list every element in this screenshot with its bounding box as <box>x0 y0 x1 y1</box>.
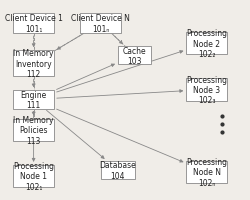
Text: Processing
Node 3
102₃: Processing Node 3 102₃ <box>186 75 227 105</box>
FancyBboxPatch shape <box>13 119 54 141</box>
FancyBboxPatch shape <box>186 161 227 183</box>
Text: Client Device 1
101₁: Client Device 1 101₁ <box>5 14 62 34</box>
FancyBboxPatch shape <box>13 14 54 34</box>
FancyBboxPatch shape <box>13 51 54 77</box>
Text: Database
104: Database 104 <box>100 160 136 180</box>
FancyBboxPatch shape <box>13 91 54 109</box>
Text: In Memory
Policies
113: In Memory Policies 113 <box>13 115 54 145</box>
Text: Client Device N
101ₙ: Client Device N 101ₙ <box>72 14 130 34</box>
Text: Processing
Node 2
102₂: Processing Node 2 102₂ <box>186 29 227 59</box>
Text: Engine
111: Engine 111 <box>20 90 47 110</box>
FancyBboxPatch shape <box>80 14 121 34</box>
FancyBboxPatch shape <box>186 79 227 101</box>
FancyBboxPatch shape <box>101 161 134 179</box>
FancyBboxPatch shape <box>186 33 227 55</box>
Text: Processing
Node 1
102₁: Processing Node 1 102₁ <box>13 161 54 191</box>
FancyBboxPatch shape <box>13 165 54 187</box>
Text: In Memory
Inventory
112: In Memory Inventory 112 <box>13 49 54 79</box>
Text: Cache
103: Cache 103 <box>123 46 146 66</box>
Text: Processing
Node N
102ₙ: Processing Node N 102ₙ <box>186 157 227 187</box>
FancyBboxPatch shape <box>118 47 152 65</box>
